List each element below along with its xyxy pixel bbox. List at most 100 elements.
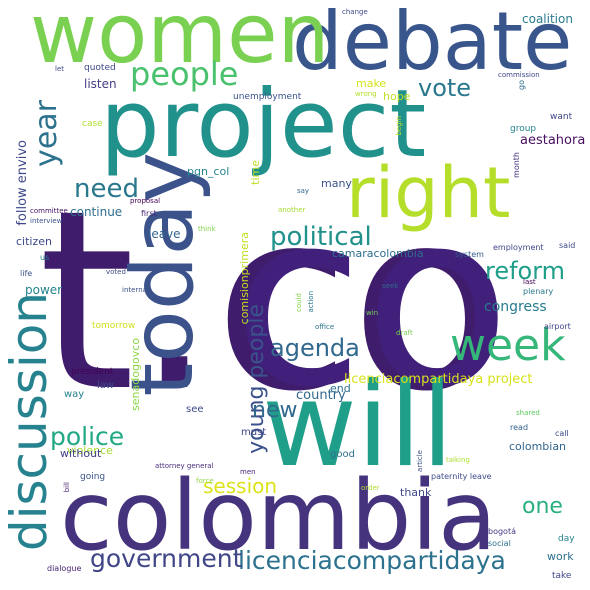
word: reform — [485, 257, 566, 285]
word: read — [510, 423, 529, 432]
word: let — [55, 65, 64, 73]
word: time — [249, 160, 262, 185]
word: licenciacompartidaya — [238, 546, 506, 575]
word: comisionprimera — [238, 232, 251, 325]
word: t.co — [38, 158, 503, 446]
word: going — [80, 472, 106, 482]
word: quoted — [84, 63, 116, 73]
word: one — [522, 494, 563, 519]
word: month — [512, 152, 521, 178]
word: another — [278, 206, 306, 214]
word: call — [555, 429, 569, 438]
word: end — [330, 382, 351, 395]
word: law — [97, 380, 115, 391]
word: pgn_col — [187, 165, 230, 178]
word: session — [203, 474, 278, 498]
word: colombian — [509, 440, 567, 453]
word: new — [252, 398, 298, 423]
word: way — [64, 389, 85, 400]
word: article — [416, 450, 424, 472]
word: shared — [516, 409, 540, 417]
word: proposal — [130, 197, 161, 205]
word: violence — [67, 444, 113, 457]
word: power — [25, 283, 63, 297]
word: change — [342, 8, 368, 16]
word: social — [488, 539, 511, 548]
word: tomorrow — [92, 321, 136, 331]
word: many — [321, 177, 352, 190]
word: will — [262, 358, 454, 493]
word: unemployment — [233, 92, 302, 102]
word: interview — [30, 217, 63, 225]
word: first — [141, 209, 157, 218]
word: president — [71, 367, 114, 377]
word: political — [270, 222, 372, 252]
word: citizen — [16, 235, 52, 248]
word: bogotá — [488, 527, 516, 536]
word: continue — [70, 205, 123, 219]
word: paternity leave — [431, 472, 492, 481]
word: take — [552, 571, 572, 581]
word: people — [130, 55, 239, 93]
word: listen — [84, 77, 117, 91]
word: year — [29, 100, 64, 167]
word: leave — [148, 227, 181, 241]
word: without — [60, 447, 102, 460]
word: internal — [122, 286, 149, 294]
word: committee — [30, 207, 68, 215]
word: right — [346, 152, 511, 234]
word: action — [307, 291, 315, 313]
word: want — [550, 112, 573, 122]
word: attorney general — [155, 462, 214, 470]
word: life — [20, 269, 33, 278]
word: dialogue — [47, 564, 82, 573]
word: camaracolombia — [332, 247, 424, 260]
word: discussion — [0, 292, 58, 552]
word: congress — [484, 299, 547, 315]
word: say — [297, 187, 310, 195]
word: wrong — [355, 90, 377, 98]
word: case — [82, 119, 103, 129]
word: begin — [395, 116, 403, 136]
word: debate — [292, 0, 573, 88]
word: co — [232, 160, 511, 440]
word: men — [240, 468, 256, 476]
word: office — [315, 323, 335, 331]
word: employment — [493, 243, 544, 252]
word: said — [559, 241, 576, 250]
word: good — [330, 449, 355, 460]
word: vote — [418, 74, 472, 102]
word: see — [186, 404, 204, 415]
word: win — [366, 309, 379, 317]
word: order — [361, 484, 380, 492]
word: make — [356, 77, 387, 90]
word: force — [196, 477, 214, 485]
word: last — [523, 278, 536, 286]
word: coalition — [522, 12, 573, 26]
word: week — [450, 320, 566, 371]
word: go — [517, 80, 526, 90]
word: agenda — [270, 334, 360, 362]
word: police — [50, 422, 125, 451]
word: aestahora — [520, 133, 586, 148]
word: talking — [446, 456, 470, 464]
word: airport — [544, 322, 571, 331]
word: project — [100, 70, 427, 179]
word: need — [74, 174, 139, 204]
word: us — [40, 253, 50, 262]
word: women — [30, 0, 330, 82]
word: seek — [382, 282, 399, 290]
word: colombia — [60, 460, 497, 572]
word: follow envivo — [15, 140, 30, 226]
word: plenary — [523, 287, 554, 296]
word: group — [510, 124, 537, 134]
word: senadogovco — [129, 338, 142, 411]
word: must — [241, 427, 267, 438]
word: hope — [383, 90, 411, 103]
word: day — [558, 534, 575, 544]
word: think — [198, 225, 216, 233]
word: commission — [498, 71, 540, 79]
word: country — [296, 388, 346, 403]
word: licenciacompartidaya project — [344, 372, 533, 387]
